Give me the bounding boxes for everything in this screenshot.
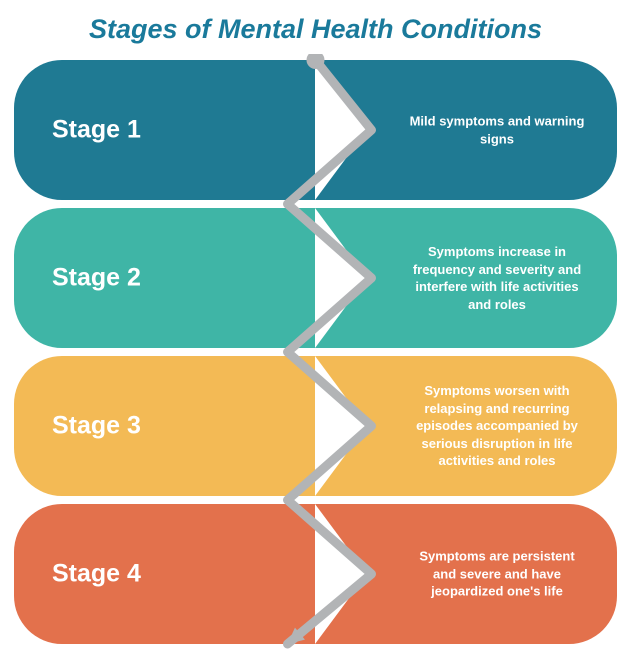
stages-container: Stage 1Mild symptoms and warning signsSt… <box>14 60 617 652</box>
stage-right: Symptoms worsen with relapsing and recur… <box>316 356 618 496</box>
stage-description: Symptoms worsen with relapsing and recur… <box>407 382 587 470</box>
stage-description: Symptoms increase in frequency and sever… <box>407 243 587 313</box>
stage-description: Symptoms are persistent and severe and h… <box>407 548 587 601</box>
page-title: Stages of Mental Health Conditions <box>0 0 631 53</box>
chevron-cut <box>315 208 367 348</box>
stage-right: Symptoms are persistent and severe and h… <box>316 504 618 644</box>
stage-row: Stage 1 Mild symptoms and warning signs <box>14 60 617 200</box>
stage-right: Symptoms increase in frequency and sever… <box>316 208 618 348</box>
stage-label: Stage 1 <box>52 116 141 145</box>
stage-left: Stage 4 <box>14 504 316 644</box>
stage-row: Stage 3 Symptoms worsen with relapsing an… <box>14 356 617 496</box>
stage-description: Mild symptoms and warning signs <box>407 112 587 147</box>
chevron-cut <box>315 356 367 496</box>
stage-left: Stage 2 <box>14 208 316 348</box>
stage-left: Stage 1 <box>14 60 316 200</box>
stage-label: Stage 2 <box>52 264 141 293</box>
stage-right: Mild symptoms and warning signs <box>316 60 618 200</box>
stage-row: Stage 2 Symptoms increase in frequency an… <box>14 208 617 348</box>
stage-left: Stage 3 <box>14 356 316 496</box>
chevron-cut <box>315 60 367 200</box>
stage-label: Stage 3 <box>52 412 141 441</box>
stage-row: Stage 4 Symptoms are persistent and sever… <box>14 504 617 644</box>
stage-label: Stage 4 <box>52 560 141 589</box>
chevron-cut <box>315 504 367 644</box>
